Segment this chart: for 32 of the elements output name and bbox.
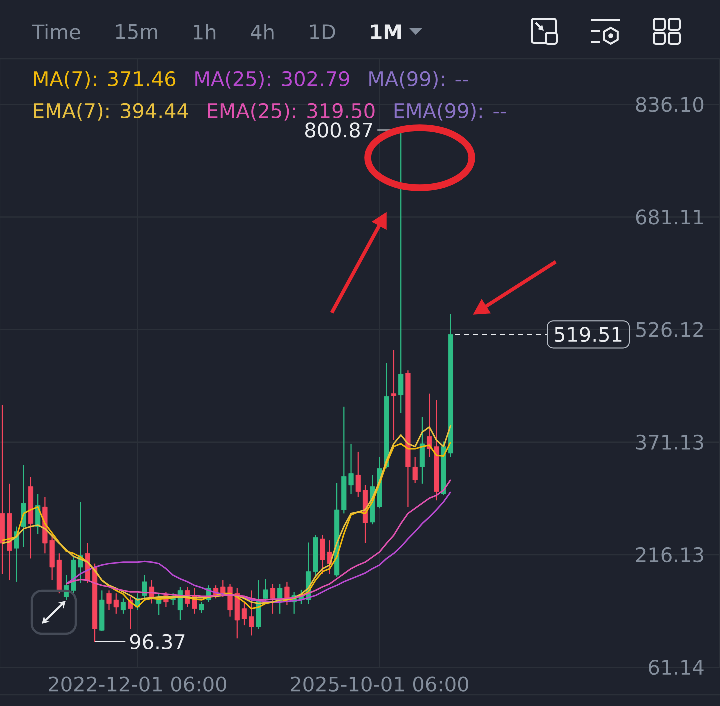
candlestick: [199, 602, 204, 614]
y-tick-label: 371.13: [636, 434, 704, 450]
candlestick: [242, 602, 248, 626]
candlestick: [391, 350, 397, 441]
candlestick: [21, 464, 26, 548]
y-tick-label: 681.11: [636, 210, 704, 225]
y-tick-label: 216.13: [636, 547, 704, 563]
y-tick-label: 836.10: [636, 97, 704, 112]
legend-label: MA(99): --: [370, 71, 468, 89]
text: 1M: [371, 24, 402, 40]
candlestick: [120, 598, 126, 614]
candlestick: [420, 416, 425, 484]
candlestick: [270, 584, 276, 614]
text: EMA(25): 319.50: [208, 103, 375, 121]
y-tick-label: 526.12: [636, 322, 703, 338]
text: 1h: [194, 24, 216, 40]
text: 800.87: [305, 122, 372, 138]
text: 519.51: [555, 327, 622, 342]
text: 1D: [310, 24, 336, 40]
text: MA(25): 302.79: [196, 71, 350, 89]
text: Time: [32, 24, 80, 40]
text: EMA(7): 394.44: [34, 103, 188, 121]
y-tick-label: 61.14: [649, 660, 704, 676]
text: MA(7): 371.46: [34, 71, 176, 89]
text: 15m: [116, 24, 158, 40]
x-tick-label: 2025-10-01 06:00: [291, 676, 468, 692]
x-tick-label: 2022-12-01 06:00: [49, 676, 226, 692]
legend-label: EMA(99): --: [394, 103, 506, 121]
candlestick: [249, 590, 254, 636]
text: 4h: [251, 24, 274, 40]
candlestick: [356, 451, 361, 498]
text: 96.37: [130, 634, 185, 650]
